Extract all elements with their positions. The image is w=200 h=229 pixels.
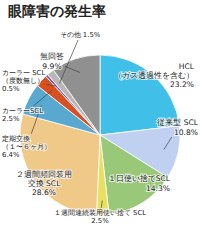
slice-label-line: 定期交換 (2, 135, 30, 143)
leader-line (65, 66, 80, 72)
leader-line (59, 40, 78, 83)
slice-label-line: 2.5% (2, 115, 20, 123)
slice-label-line: （度数無し） (2, 77, 44, 85)
slice-label-line: 交換 SCL (28, 179, 62, 188)
slice-label-line: 0.5% (2, 85, 20, 93)
page: {"chart_data": {"type": "pie", "title": … (0, 0, 200, 229)
slice-label-line: 28.6% (32, 188, 56, 197)
slice-label: 定期交換（１〜６ヶ月）6.4% (2, 135, 51, 160)
slice-label-line: （ガス透過性を含む） (114, 71, 194, 80)
slice-label-line: 10.8% (174, 127, 198, 136)
chart: 眼障害の発生率 HCL（ガス透過性を含む）23.2% 従来型 SCL10.8% １日使… (0, 0, 200, 229)
slice-label: カーラーSCL2.5% (2, 107, 43, 123)
slice-label-line: 2.5% (91, 217, 109, 225)
slice-label-line: 無回答 (40, 52, 64, 61)
slice-label-line: 9.9% (42, 61, 61, 70)
leader-line (164, 137, 172, 149)
slice-label-line: １日使い捨てSCL (108, 174, 171, 183)
leader-line (33, 90, 51, 105)
slice-label-line: １週間連続装用使い捨て SCL (54, 209, 146, 217)
slice-label: ２週間頻回装用交換 SCL28.6% (16, 169, 72, 196)
slice-label-line: 14.3% (146, 183, 170, 192)
leader-line (101, 201, 103, 208)
slice-label: 無回答9.9% (40, 52, 64, 70)
slice-label-line: カーラーSCL (2, 107, 43, 115)
slice-label-line: 6.4% (2, 151, 20, 159)
slice-label: １週間連続装用使い捨て SCL2.5% (54, 209, 146, 225)
slice-label-line: （１〜６ヶ月） (2, 143, 51, 151)
slice-label: カーラー SCL（度数無し）0.5% (2, 69, 45, 94)
slice-label: その他 1.5% (60, 31, 101, 39)
slice-label-line: カーラー SCL (2, 69, 45, 77)
slice-label-line: 23.2% (170, 80, 194, 89)
labels: HCL（ガス透過性を含む）23.2%従来型 SCL10.8%１日使い捨てSCL1… (2, 31, 199, 225)
slice-label-line: 従来型 SCL (157, 118, 199, 127)
slice-label-line: HCL (179, 61, 195, 70)
slice-label: １日使い捨てSCL14.3% (108, 174, 171, 192)
slice-label: HCL（ガス透過性を含む）23.2% (114, 61, 195, 88)
slice-label: 従来型 SCL10.8% (157, 118, 199, 136)
leader-line (46, 85, 56, 87)
slice-label-line: その他 1.5% (60, 31, 101, 39)
title: 眼障害の発生率 (8, 3, 106, 19)
slice-label-line: ２週間頻回装用 (16, 169, 72, 178)
